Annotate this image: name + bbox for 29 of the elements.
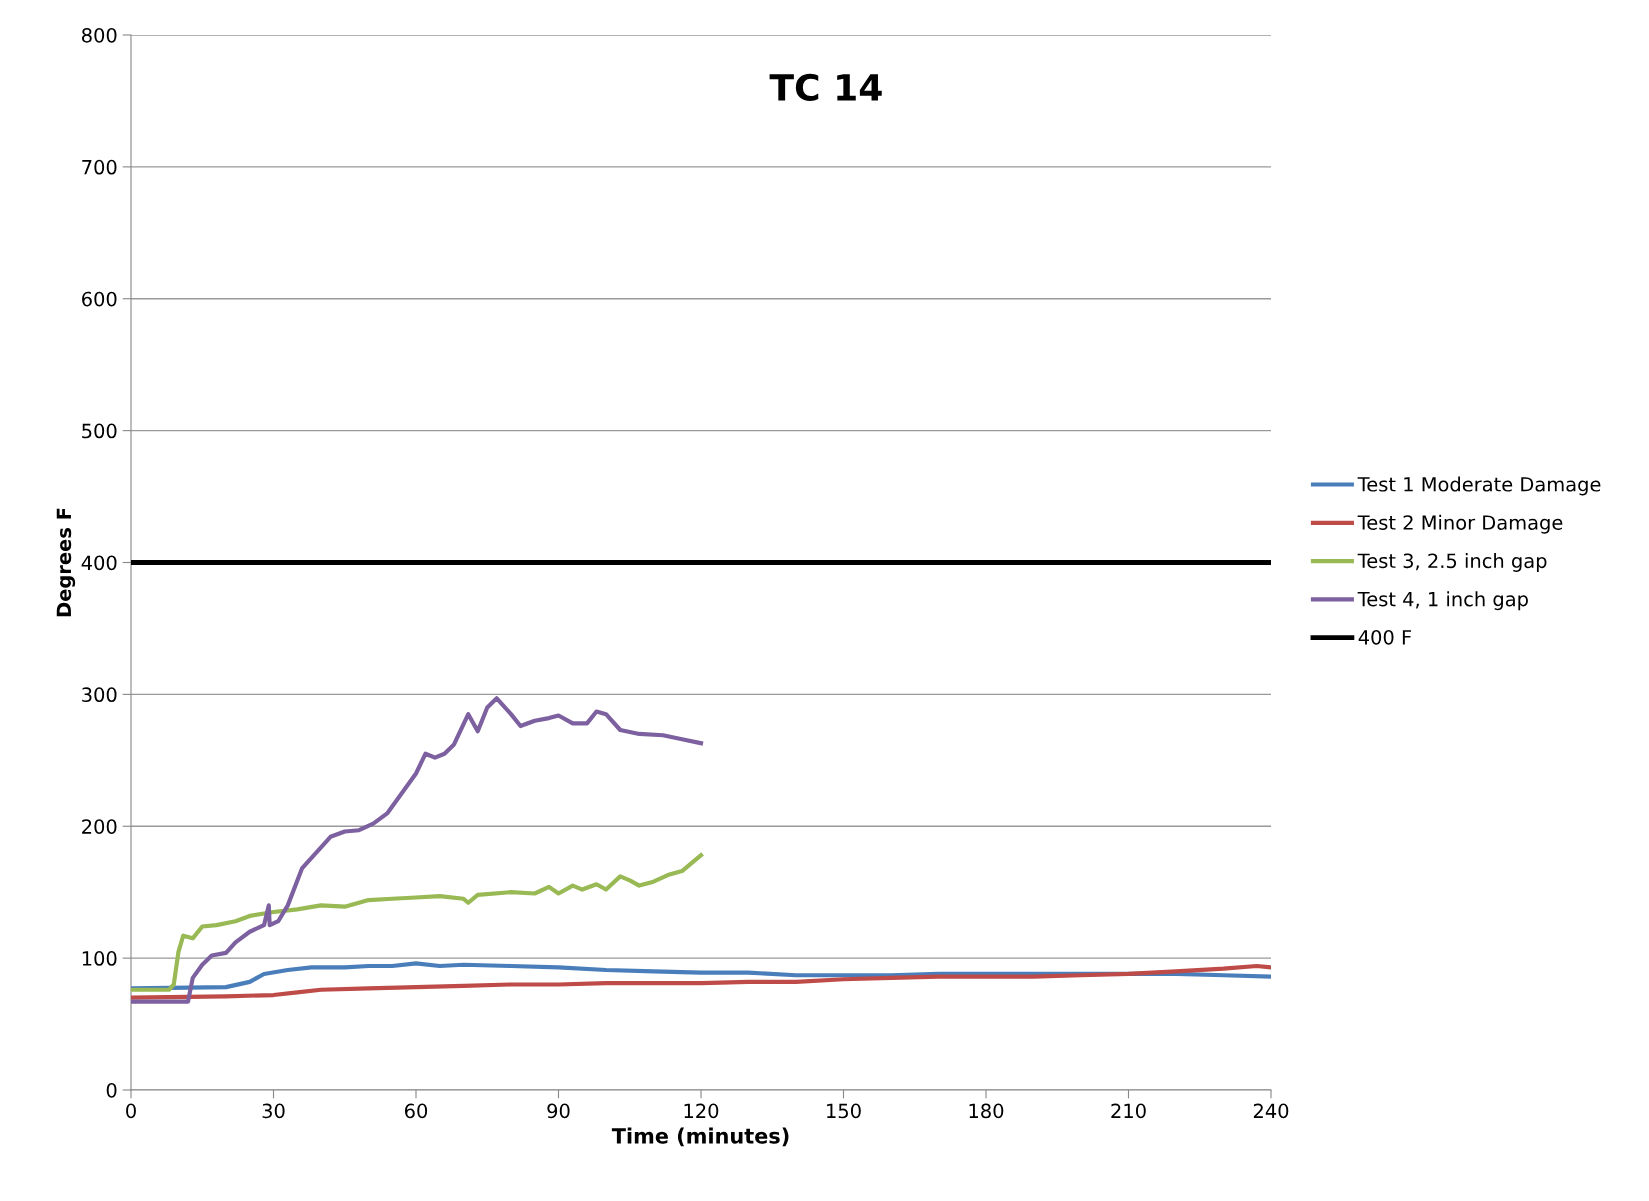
x-tick-label: 210 xyxy=(1111,1103,1146,1119)
legend-label: 400 F xyxy=(1358,629,1412,645)
line-series xyxy=(131,963,1271,1000)
legend-label: Test 3, 2.5 inch gap xyxy=(1357,553,1547,572)
y-tick-label: 100 xyxy=(82,951,117,966)
y-tick-label: 200 xyxy=(82,819,117,834)
y-tick-label: 700 xyxy=(82,159,117,175)
y-tick-label: 0 xyxy=(106,1082,117,1098)
x-tick-label: 60 xyxy=(404,1103,428,1119)
y-tick-label: 300 xyxy=(82,687,117,703)
y-axis-title: Degrees F xyxy=(56,508,76,617)
x-tick-label: 150 xyxy=(827,1103,861,1119)
x-tick-label: 0 xyxy=(126,1103,136,1119)
line-series xyxy=(131,853,704,992)
legend-label: Test 1 Moderate Damage xyxy=(1357,476,1601,496)
x-tick-label: 120 xyxy=(684,1103,719,1119)
text: TC 14 xyxy=(769,73,882,102)
x-tick-label: 240 xyxy=(1253,1103,1289,1119)
y-tick-label: 500 xyxy=(82,423,117,439)
x-tick-label: 90 xyxy=(547,1103,570,1119)
legend-label: Test 4, 1 inch gap xyxy=(1357,591,1528,611)
line-series xyxy=(131,696,704,1004)
y-tick-label: 400 xyxy=(81,555,117,571)
y-tick-label: 600 xyxy=(82,291,117,307)
x-tick-label: 180 xyxy=(969,1103,1004,1119)
y-tick-label: 800 xyxy=(82,27,117,43)
legend-label: Test 2 Minor Damage xyxy=(1357,514,1563,534)
x-axis-title: Time (minutes) xyxy=(611,1127,789,1147)
x-tick-label: 30 xyxy=(262,1103,285,1119)
